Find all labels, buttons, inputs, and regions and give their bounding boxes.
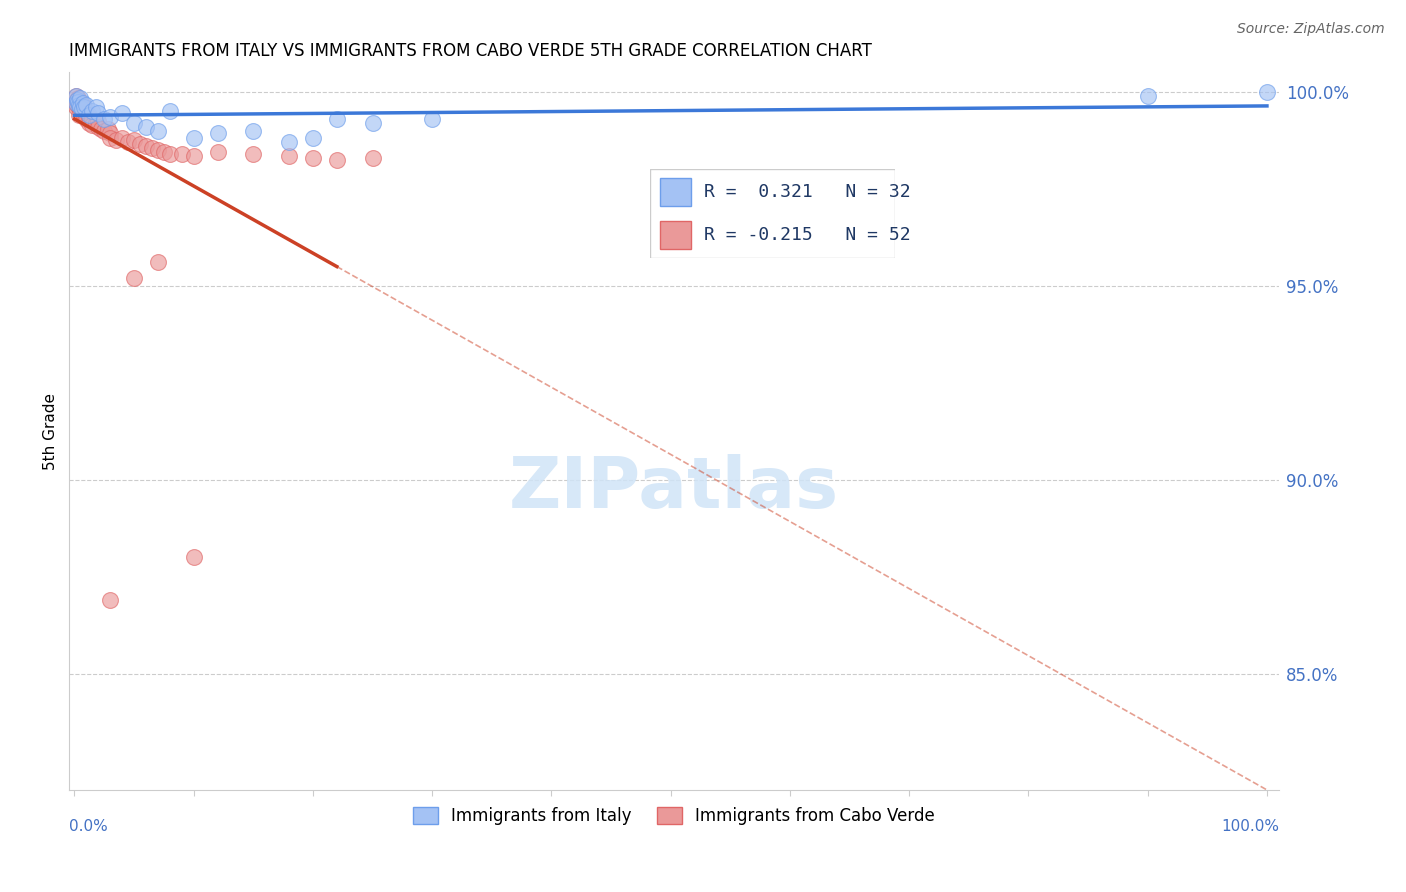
Point xyxy=(67,98,90,112)
Point xyxy=(146,143,169,157)
Point xyxy=(75,108,97,122)
Point xyxy=(98,126,121,140)
Point xyxy=(87,120,110,134)
Point xyxy=(111,131,134,145)
Point xyxy=(66,93,89,107)
Point xyxy=(66,98,89,112)
Point xyxy=(207,126,229,140)
Point xyxy=(326,112,349,126)
Point xyxy=(66,93,89,107)
Point xyxy=(278,135,301,149)
Point xyxy=(84,100,107,114)
Text: R = -0.215   N = 52: R = -0.215 N = 52 xyxy=(703,226,910,244)
Point xyxy=(98,593,121,607)
Point xyxy=(135,139,157,153)
Point xyxy=(183,131,205,145)
Point xyxy=(90,121,112,136)
Point xyxy=(97,121,120,136)
Point xyxy=(82,118,104,132)
Text: R =  0.321   N = 32: R = 0.321 N = 32 xyxy=(703,183,910,201)
Point xyxy=(98,110,121,124)
Y-axis label: 5th Grade: 5th Grade xyxy=(44,392,58,470)
Point xyxy=(122,271,145,285)
Point xyxy=(67,108,90,122)
Point xyxy=(67,95,90,109)
Text: 0.0%: 0.0% xyxy=(69,819,107,834)
Text: ZIPatlas: ZIPatlas xyxy=(509,454,839,523)
Point xyxy=(302,151,325,165)
Point xyxy=(73,100,96,114)
Point xyxy=(87,106,110,120)
Point xyxy=(77,110,100,124)
Point xyxy=(170,147,193,161)
Point xyxy=(93,112,115,126)
FancyBboxPatch shape xyxy=(659,178,692,206)
Point xyxy=(65,100,87,114)
Point xyxy=(65,95,87,109)
Point xyxy=(159,104,181,119)
Point xyxy=(111,106,134,120)
Point xyxy=(69,95,91,109)
Point xyxy=(1256,85,1278,99)
Point xyxy=(72,96,94,111)
Point xyxy=(146,255,169,269)
Point xyxy=(420,112,443,126)
Point xyxy=(159,147,181,161)
Point xyxy=(77,108,100,122)
Point xyxy=(67,96,90,111)
Point xyxy=(82,112,104,126)
Point xyxy=(146,123,169,137)
Point xyxy=(75,104,97,119)
Point xyxy=(122,116,145,130)
Point xyxy=(69,90,91,104)
Point xyxy=(361,151,384,165)
Point xyxy=(135,120,157,134)
Point xyxy=(183,149,205,163)
Point xyxy=(141,141,163,155)
Point xyxy=(69,100,91,114)
Point xyxy=(65,96,87,111)
Point xyxy=(93,123,115,137)
Point xyxy=(302,131,325,145)
Point xyxy=(117,135,139,149)
Point xyxy=(73,108,96,122)
Point xyxy=(1136,88,1159,103)
Point xyxy=(84,116,107,130)
Text: Source: ZipAtlas.com: Source: ZipAtlas.com xyxy=(1237,22,1385,37)
Text: IMMIGRANTS FROM ITALY VS IMMIGRANTS FROM CABO VERDE 5TH GRADE CORRELATION CHART: IMMIGRANTS FROM ITALY VS IMMIGRANTS FROM… xyxy=(69,42,872,60)
Point xyxy=(69,100,91,114)
Point xyxy=(242,147,264,161)
Point xyxy=(87,114,110,128)
Point xyxy=(82,104,104,119)
Point xyxy=(65,88,87,103)
Point xyxy=(77,116,100,130)
Point xyxy=(242,123,264,137)
Point xyxy=(70,103,93,117)
Point xyxy=(153,145,176,159)
Text: 100.0%: 100.0% xyxy=(1220,819,1279,834)
Point xyxy=(75,98,97,112)
Point xyxy=(122,133,145,147)
Point xyxy=(278,149,301,163)
Point xyxy=(65,88,87,103)
Point xyxy=(207,145,229,159)
Point xyxy=(183,550,205,565)
Point xyxy=(105,133,128,147)
Point xyxy=(326,153,349,167)
Point xyxy=(70,103,93,117)
Point xyxy=(72,106,94,120)
Point xyxy=(361,116,384,130)
Point xyxy=(72,98,94,112)
Point xyxy=(98,131,121,145)
Legend: Immigrants from Italy, Immigrants from Cabo Verde: Immigrants from Italy, Immigrants from C… xyxy=(406,800,942,832)
Point xyxy=(67,90,90,104)
FancyBboxPatch shape xyxy=(659,220,692,249)
Point xyxy=(67,100,90,114)
Point xyxy=(129,137,152,152)
Point xyxy=(75,112,97,126)
